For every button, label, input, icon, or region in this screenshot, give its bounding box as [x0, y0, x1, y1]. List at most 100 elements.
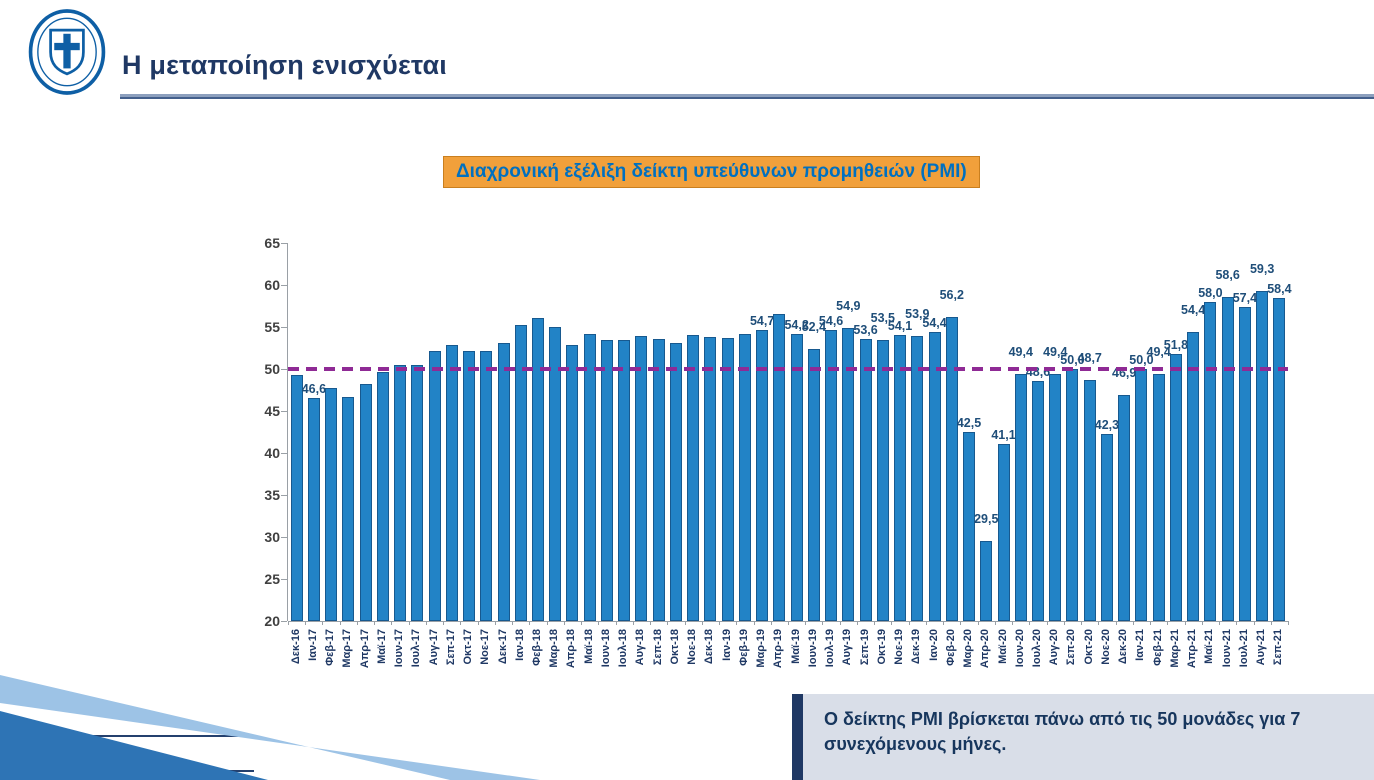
- pmi-bar: [945, 316, 958, 621]
- x-axis-category-label: Ιουν-20: [1013, 629, 1026, 668]
- x-axis-tick: [1253, 621, 1255, 625]
- x-axis-category-label: Μαρ-19: [755, 629, 768, 668]
- pmi-bar: [1032, 380, 1044, 621]
- x-axis-tick: [874, 621, 876, 625]
- x-axis-tick: [1029, 621, 1031, 625]
- x-axis-tick: [512, 621, 514, 625]
- bar-value-label: 41,1: [991, 427, 1016, 442]
- x-axis-tick: [1167, 621, 1169, 625]
- x-axis-tick: [839, 621, 841, 625]
- x-axis-category-label: Δεκ-20: [1117, 629, 1130, 665]
- pmi-bar: [497, 342, 510, 621]
- pmi-bar: [652, 338, 665, 621]
- pmi-bar: [532, 317, 544, 621]
- pmi-bar: [549, 327, 562, 621]
- pmi-bar: [790, 333, 803, 621]
- x-axis-tick: [494, 621, 496, 625]
- x-axis-category-label: Απρ-19: [772, 629, 785, 669]
- x-axis-tick: [977, 621, 979, 625]
- pmi-bar: [773, 313, 786, 621]
- x-axis-category-label: Οκτ-19: [875, 629, 888, 665]
- x-axis-category-label: Ιουλ-19: [824, 629, 837, 668]
- pmi-bar: [394, 364, 407, 621]
- pmi-bar: [721, 337, 734, 621]
- x-axis-tick: [770, 621, 772, 625]
- pmi-bar: [842, 327, 855, 621]
- x-axis-category-label: Σεπ-18: [651, 629, 664, 666]
- pmi-bar: [963, 432, 976, 621]
- x-axis-tick: [288, 621, 289, 625]
- pmi-bar: [1256, 290, 1269, 621]
- x-axis-category-label: Απρ-21: [1186, 629, 1199, 669]
- pmi-bar: [583, 333, 596, 621]
- pmi-bar: [756, 329, 769, 621]
- pmi-bar: [894, 334, 907, 621]
- pmi-bar: [687, 335, 700, 621]
- x-axis-category-label: Αυγ-18: [634, 629, 647, 666]
- y-axis-tick: [281, 243, 287, 244]
- pmi-bar: [997, 443, 1010, 621]
- x-axis-tick: [1046, 621, 1048, 625]
- x-axis-tick: [1150, 621, 1152, 625]
- x-axis-category-label: Μαϊ-20: [996, 629, 1009, 664]
- y-axis-tick: [281, 453, 287, 454]
- x-axis-category-label: Σεπ-21: [1272, 629, 1285, 666]
- pmi-bar: [342, 396, 355, 621]
- bar-value-label: 54,4: [922, 316, 947, 331]
- callout-accent-stripe: [792, 694, 803, 780]
- x-axis-tick: [615, 621, 617, 625]
- bar-value-label: 56,2: [939, 287, 964, 302]
- x-axis-tick: [1115, 621, 1117, 625]
- x-axis-category-label: Απρ-20: [979, 629, 992, 669]
- x-axis-tick: [925, 621, 927, 625]
- emblem-outer-wreath: [28, 9, 106, 95]
- x-axis-tick: [1236, 621, 1238, 625]
- bar-value-label: 52,4: [801, 319, 827, 334]
- pmi-bar: [738, 333, 751, 621]
- x-axis-category-label: Ιαν-21: [1134, 629, 1147, 661]
- x-axis-tick: [1098, 621, 1100, 625]
- pmi-bar: [1049, 374, 1062, 621]
- bar-value-label: 59,3: [1249, 261, 1275, 276]
- x-axis-tick: [994, 621, 996, 625]
- pmi-bar: [1204, 301, 1217, 621]
- pmi-bar: [1100, 433, 1113, 621]
- bar-value-label: 58,4: [1267, 282, 1292, 297]
- x-axis-category-label: Σεπ-19: [858, 629, 871, 666]
- y-axis-tick: [281, 495, 287, 496]
- bar-value-label: 53,9: [905, 307, 930, 322]
- bar-value-label: 54,2: [784, 317, 809, 332]
- pmi-bar: [618, 339, 631, 621]
- y-axis-tick: [281, 369, 287, 370]
- x-axis-tick: [856, 621, 858, 625]
- x-axis-tick: [788, 621, 789, 625]
- y-axis-tick: [281, 537, 287, 538]
- corner-decoration: [0, 675, 540, 780]
- corner-dark-triangle: [0, 711, 268, 780]
- pmi-bar: [1238, 306, 1251, 621]
- pmi-bar: [669, 342, 682, 621]
- bar-value-label: 54,7: [749, 313, 775, 328]
- pmi-bar: [1135, 369, 1148, 621]
- bar-value-label: 54,4: [1181, 303, 1206, 318]
- y-axis-tick-label: 55: [264, 319, 280, 335]
- pmi-bar: [825, 330, 838, 621]
- pmi-bar: [1221, 296, 1234, 621]
- y-axis-tick-label: 60: [264, 277, 280, 293]
- pmi-bar: [290, 374, 303, 621]
- x-axis-category-label: Δεκ-19: [910, 629, 923, 665]
- y-axis-tick-label: 25: [264, 571, 280, 587]
- x-axis-tick: [891, 621, 893, 625]
- bar-value-label: 54,9: [836, 298, 861, 313]
- x-axis-tick: [1184, 621, 1186, 625]
- y-axis-tick: [281, 411, 287, 412]
- pmi-bar: [1187, 332, 1200, 621]
- x-axis-category-label: Μαρ-20: [962, 629, 975, 668]
- x-axis-tick: [443, 621, 445, 625]
- callout-text: Ο δείκτης PMI βρίσκεται πάνω από τις 50 …: [824, 709, 1301, 755]
- y-axis-tick: [281, 327, 287, 328]
- x-axis-tick: [822, 621, 824, 625]
- pmi-bar: [566, 344, 579, 621]
- x-axis-category-label: Δεκ-18: [703, 629, 716, 665]
